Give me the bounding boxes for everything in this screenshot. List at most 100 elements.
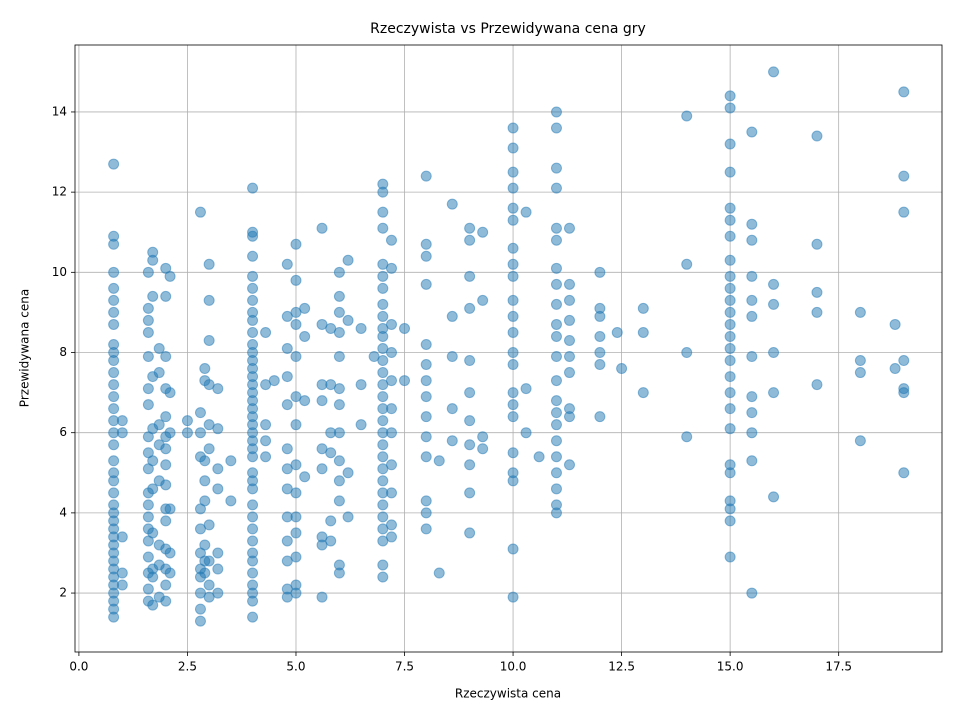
point — [889, 318, 901, 330]
point — [108, 266, 120, 278]
point — [768, 347, 780, 359]
point — [247, 182, 259, 194]
point — [153, 367, 165, 379]
point — [464, 415, 476, 427]
point — [724, 503, 736, 515]
point — [464, 387, 476, 399]
point — [147, 527, 159, 539]
point — [420, 431, 432, 443]
point — [724, 202, 736, 214]
point — [142, 383, 154, 395]
point — [377, 499, 389, 511]
point — [299, 471, 311, 483]
point — [290, 587, 302, 599]
point — [108, 306, 120, 318]
point — [333, 351, 345, 363]
point — [724, 343, 736, 354]
point — [550, 351, 562, 363]
point — [681, 431, 693, 443]
point — [194, 603, 206, 615]
point — [377, 511, 389, 523]
point — [212, 463, 224, 475]
point — [247, 282, 259, 294]
x-tick-label: 15.0 — [717, 660, 744, 674]
point — [199, 455, 211, 467]
point — [507, 475, 519, 487]
point — [811, 130, 823, 142]
point — [164, 547, 176, 559]
point — [768, 491, 780, 503]
point — [550, 222, 562, 234]
point — [385, 427, 397, 439]
point — [507, 411, 519, 423]
point — [464, 234, 476, 246]
point — [898, 387, 910, 399]
point — [108, 379, 120, 391]
point — [377, 451, 389, 463]
point — [724, 166, 736, 178]
point — [290, 238, 302, 250]
point — [316, 395, 328, 407]
point — [142, 266, 154, 278]
point — [142, 326, 154, 338]
point — [212, 483, 224, 495]
point — [247, 483, 259, 495]
point — [260, 326, 272, 338]
point — [290, 419, 302, 431]
point — [316, 463, 328, 475]
point — [333, 475, 345, 487]
point — [164, 270, 176, 282]
point — [420, 359, 432, 371]
point — [550, 162, 562, 174]
point — [377, 391, 389, 403]
point — [290, 551, 302, 563]
point — [203, 519, 215, 531]
point — [563, 334, 575, 346]
point — [550, 467, 562, 479]
point — [724, 387, 736, 399]
point — [746, 310, 758, 322]
point — [446, 435, 458, 447]
point — [142, 314, 154, 326]
point — [420, 170, 432, 182]
point — [746, 126, 758, 138]
point — [342, 511, 354, 523]
point — [333, 290, 345, 302]
point — [724, 90, 736, 102]
point — [377, 415, 389, 427]
point — [116, 531, 128, 543]
point — [464, 459, 476, 471]
point — [377, 367, 389, 379]
point — [446, 351, 458, 363]
point — [533, 451, 545, 463]
point — [333, 455, 345, 467]
point — [108, 455, 120, 467]
point — [768, 278, 780, 290]
point — [420, 375, 432, 387]
point — [333, 399, 345, 411]
y-tick-label: 4 — [59, 505, 67, 519]
point — [377, 270, 389, 282]
point — [724, 282, 736, 294]
point — [160, 595, 172, 607]
point — [116, 567, 128, 579]
point — [507, 142, 519, 154]
point — [420, 238, 432, 250]
point — [385, 487, 397, 499]
point — [203, 443, 215, 455]
point — [724, 403, 736, 415]
point — [550, 122, 562, 134]
point — [637, 326, 649, 338]
point — [299, 395, 311, 407]
point — [420, 278, 432, 290]
point — [164, 567, 176, 579]
point — [385, 318, 397, 330]
point — [203, 258, 215, 270]
point — [342, 314, 354, 326]
point — [563, 367, 575, 379]
point — [142, 551, 154, 563]
point — [333, 495, 345, 507]
point — [746, 587, 758, 599]
point — [550, 483, 562, 495]
point — [433, 567, 445, 579]
